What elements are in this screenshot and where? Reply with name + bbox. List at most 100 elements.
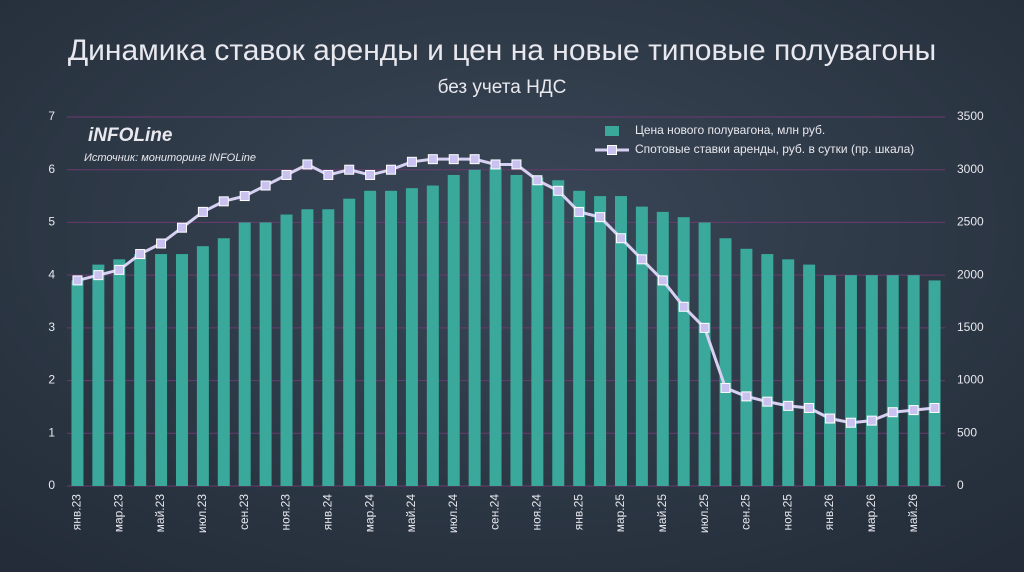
line-marker [197,206,208,217]
y-tick-label: 7 [48,109,55,123]
x-tick-label: мар.23 [111,494,125,533]
bar [259,222,272,486]
line-marker [595,212,606,223]
x-tick-label: сен.25 [739,494,753,530]
line-marker [135,249,146,260]
bar [865,275,878,486]
line-marker [574,206,585,217]
bar [698,222,711,486]
bar [719,238,732,486]
bar [531,177,544,486]
bar [803,264,816,486]
y2-tick-label: 1000 [957,373,984,387]
bar [134,254,147,486]
y2-tick-label: 3500 [957,109,984,123]
bar [322,209,335,486]
bar [426,185,439,486]
bar [635,206,648,486]
bar [740,248,753,486]
x-tick-label: май.25 [655,494,669,533]
line-marker [469,154,480,165]
source: Источник: мониторинг INFOLine [84,152,256,164]
y2-tick-label: 500 [957,425,977,439]
line-marker [344,164,355,175]
bar [510,174,523,486]
line-marker [866,415,877,426]
bar [844,275,857,486]
line-marker [678,301,689,312]
bar [343,198,356,486]
line-marker [929,402,940,413]
bar [364,190,377,487]
line-marker [406,156,417,167]
x-tick-label: янв.25 [571,494,585,531]
bar [656,211,669,486]
line-marker [511,159,522,170]
bar [196,246,209,486]
bar [175,254,188,486]
bar [217,238,230,486]
bar [468,169,481,486]
line-marker [448,154,459,165]
line-marker [804,402,815,413]
x-tick-label: май.26 [906,494,920,533]
bar [907,275,920,486]
line-marker [720,382,731,393]
line-marker [490,159,501,170]
y2-tick-label: 1500 [957,320,984,334]
line-marker [615,233,626,244]
bar [573,190,586,487]
y-tick-label: 1 [48,425,55,439]
bar [782,259,795,486]
line-marker [156,238,167,249]
line-marker [845,417,856,428]
line-marker [239,191,250,202]
x-tick-label: июл.24 [446,494,460,533]
chart-subtitle: без учета НДС [438,77,567,98]
y-tick-label: 4 [48,267,55,281]
line-marker [887,407,898,418]
line-marker [636,254,647,265]
line-marker [532,175,543,186]
x-tick-label: июл.23 [195,494,209,533]
line-marker [114,264,125,275]
x-tick-label: мар.24 [362,494,376,533]
y-tick-label: 0 [48,478,55,492]
x-tick-label: май.24 [404,494,418,533]
line-marker [365,169,376,180]
bar [886,275,899,486]
line-marker [825,413,836,424]
legend-label: Спотовые ставки аренды, руб. в сутки (пр… [635,142,914,156]
bar [113,259,126,486]
bar [155,254,168,486]
legend-label: Цена нового полувагона, млн руб. [635,123,825,137]
bar [71,280,84,486]
line-marker [762,396,773,407]
bar [824,275,837,486]
y-tick-label: 3 [48,320,55,334]
line-marker [281,169,292,180]
chart-title: Динамика ставок аренды и цен на новые ти… [68,34,936,67]
line-marker [93,270,104,281]
x-tick-label: мар.26 [864,494,878,533]
x-tick-label: янв.24 [320,494,334,531]
y-tick-label: 2 [48,373,55,387]
logo: iNFOLine [88,125,173,146]
line-marker [783,400,794,411]
y-tick-label: 6 [48,162,55,176]
x-tick-label: янв.26 [822,494,836,531]
line-marker [657,275,668,286]
bar [677,217,690,486]
legend-swatch [605,126,619,136]
line-marker [260,180,271,191]
line-marker [427,154,438,165]
y2-tick-label: 2500 [957,215,984,229]
line-marker [302,159,313,170]
line-marker [386,164,397,175]
line-marker [176,222,187,233]
x-tick-label: сен.24 [488,494,502,530]
legend-swatch [607,145,617,155]
y2-tick-label: 3000 [957,162,984,176]
line-marker [553,185,564,196]
